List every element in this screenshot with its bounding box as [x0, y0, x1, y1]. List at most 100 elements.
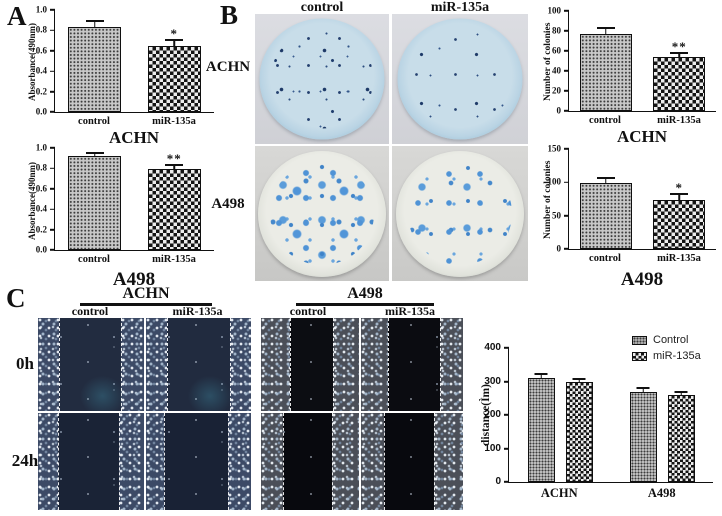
x-category-label: control	[589, 253, 621, 264]
bar-miR-135a	[565, 381, 593, 482]
error-bar	[670, 52, 689, 57]
colony-dish-photo-achn-mir135a	[392, 14, 528, 144]
wound-photo-achn-mir135a-24h	[146, 413, 251, 510]
y-tick-label: 400	[484, 342, 501, 353]
bar-column	[68, 148, 122, 250]
bar-column: *	[147, 10, 201, 112]
y-tick-mark	[504, 447, 509, 450]
colony-dish-photo-a498-control	[255, 146, 389, 281]
wound-edge-line	[384, 413, 386, 510]
y-tick-mark	[564, 50, 569, 52]
wound-edge-line	[163, 413, 165, 510]
colony-dish-photo-a498-mir135a	[392, 146, 528, 281]
bar-column	[579, 149, 632, 249]
y-tick-label: 0	[556, 243, 562, 254]
axes: 0 50 100 150 *	[548, 144, 717, 253]
x-category-label: miR-135a	[152, 116, 196, 127]
error-bar	[85, 151, 104, 157]
y-tick-label: 300	[484, 375, 501, 387]
error-bar	[165, 164, 184, 169]
y-tick-label: 100	[484, 442, 501, 454]
y-tick-mark	[564, 248, 569, 250]
y-tick-label: 0.2	[35, 86, 47, 97]
bar-group: **	[135, 148, 215, 250]
wound-column-label: control	[71, 304, 109, 318]
cell-band-left	[38, 413, 59, 510]
cell-band-left	[146, 413, 164, 510]
y-tick-mark	[50, 50, 55, 52]
plot-area: 0 50 100 150 * control miR-135a	[548, 144, 717, 264]
bar-group: *	[135, 10, 215, 112]
y-tick-label: 0	[556, 105, 562, 116]
x-axis-labels: control miR-135a	[54, 254, 214, 265]
y-tick-mark	[50, 249, 55, 251]
cell-band-right	[439, 318, 463, 411]
y-tick-mark	[50, 111, 55, 113]
cell-band-left	[361, 413, 385, 510]
wound-group-title-achn: ACHN	[122, 285, 170, 302]
chart-title: A498	[620, 269, 664, 290]
cell-band-left	[361, 318, 388, 411]
group-underline	[296, 303, 434, 306]
y-tick-mark	[50, 147, 55, 149]
chart-colonies-a498: Number of colonies 0 50 100 150 * control miR-1…	[534, 142, 722, 290]
bar-column	[579, 11, 632, 111]
wound-edge-line	[59, 318, 61, 411]
significance-marker: **	[671, 39, 687, 54]
wound-group-title-a498: A498	[347, 285, 383, 302]
bar-column: **	[653, 11, 706, 111]
colony-row-label-a498: A498	[211, 196, 245, 212]
y-tick-label: 1.0	[35, 142, 47, 153]
bar-groups: **	[569, 11, 716, 111]
wound-column-label: miR-135a	[172, 304, 223, 318]
timepoint-label-24h: 24h	[11, 451, 39, 470]
y-tick-mark	[50, 29, 55, 32]
panel-label-a: A	[7, 1, 27, 31]
wound-edge-line	[120, 318, 122, 411]
y-tick-mark	[50, 167, 55, 170]
wound-edge-line	[227, 413, 229, 510]
wound-column-label: miR-135a	[385, 304, 435, 318]
bar-group	[611, 348, 713, 482]
cell-band-right	[331, 413, 359, 510]
x-axis-labels: control miR-135a	[568, 115, 716, 126]
x-category-label: control	[78, 116, 110, 127]
chart-colonies-achn: Number of colonies 0 20 40 60 80 100 ** control m…	[534, 4, 722, 146]
wound-photo-a498-mir135a-0h	[361, 318, 463, 411]
y-tick-mark	[50, 188, 55, 190]
timepoint-label-0h: 0h	[16, 354, 34, 373]
error-bar	[85, 20, 104, 27]
y-tick-label: 200	[484, 409, 501, 420]
y-tick-mark	[50, 228, 55, 231]
plot-area: 0.0 0.2 0.4 0.6 0.8 1.0 * control miR-135a	[36, 5, 215, 127]
legend-entry: miR-135a	[632, 350, 701, 362]
y-tick-label: 100	[547, 176, 562, 187]
wound-edge-line	[332, 318, 334, 411]
bar-column	[565, 348, 593, 482]
y-tick-mark	[564, 148, 569, 150]
wound-edge-line	[58, 413, 60, 510]
axes: 0.0 0.2 0.4 0.6 0.8 1.0 **	[36, 143, 215, 254]
y-tick-label: 0.4	[35, 203, 47, 214]
legend-label: miR-135a	[653, 350, 701, 362]
wound-photo-a498-control-24h	[261, 413, 359, 510]
x-category-label: miR-135a	[152, 254, 196, 265]
wound-photo-achn-control-24h	[38, 413, 144, 510]
colonies	[269, 161, 375, 266]
y-tick-label: 150	[547, 143, 562, 154]
y-tick-label: 0	[495, 476, 501, 487]
y-tick-label: 0.0	[35, 106, 47, 117]
y-tick-mark	[564, 70, 569, 72]
x-category-label: control	[78, 254, 110, 265]
wound-photo-a498-control-0h	[261, 318, 359, 411]
bar-group: *	[643, 149, 717, 249]
wound-photo-achn-control-0h	[38, 318, 144, 411]
colony-row-label-achn: ACHN	[205, 59, 251, 75]
colony-dish-photo-achn-control	[255, 14, 389, 144]
axes: 0 100 200 300 400	[484, 343, 713, 487]
y-tick-mark	[564, 214, 569, 217]
bar-control	[579, 34, 632, 111]
wound-edge-line	[282, 413, 284, 510]
bar-group	[55, 148, 135, 250]
cell-band-right	[230, 318, 251, 411]
